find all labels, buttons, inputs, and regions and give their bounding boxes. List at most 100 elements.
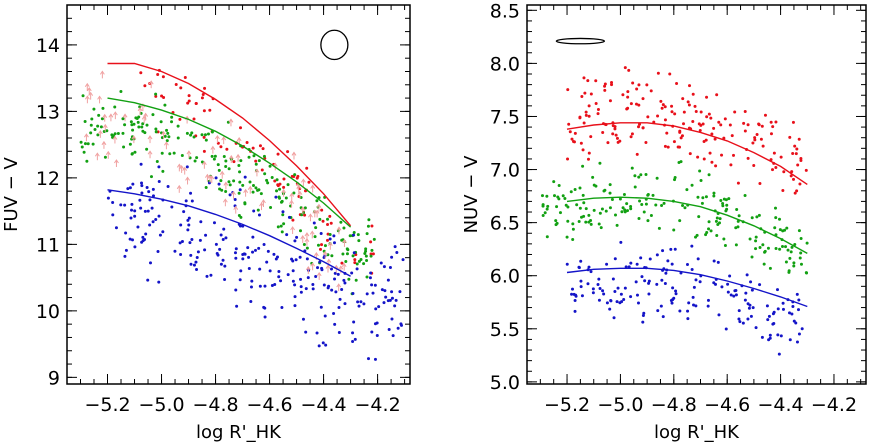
data-point <box>328 214 332 218</box>
data-point <box>760 335 764 339</box>
data-point <box>732 153 736 157</box>
data-point <box>160 151 164 155</box>
data-point <box>704 195 708 199</box>
data-point <box>640 202 644 206</box>
data-point <box>656 309 660 313</box>
data-point <box>351 292 355 296</box>
data-point <box>170 120 174 124</box>
data-point <box>340 287 344 291</box>
data-point <box>669 247 673 251</box>
data-point <box>282 185 286 189</box>
data-point <box>612 316 616 320</box>
data-point <box>284 196 288 200</box>
data-point <box>639 173 643 177</box>
data-point <box>635 87 639 91</box>
y-tick-label: 5.0 <box>490 372 520 394</box>
data-point <box>638 199 642 203</box>
data-point <box>604 209 608 213</box>
data-point <box>701 122 705 126</box>
data-point <box>221 258 225 262</box>
data-point <box>131 128 135 132</box>
data-point <box>209 273 213 277</box>
data-point <box>690 183 694 187</box>
data-point <box>636 301 640 305</box>
data-point <box>793 242 797 246</box>
data-point <box>315 331 319 335</box>
data-point <box>280 305 284 309</box>
data-point <box>374 307 378 311</box>
data-point <box>776 307 780 311</box>
data-point <box>86 142 90 146</box>
data-point <box>195 256 199 260</box>
data-point <box>246 246 250 250</box>
data-point <box>333 322 337 326</box>
data-point <box>129 216 133 220</box>
data-point <box>792 261 796 265</box>
data-point <box>371 291 375 295</box>
data-point <box>601 130 605 134</box>
data-point <box>131 182 135 186</box>
data-point <box>721 201 725 205</box>
y-tick-label: 14 <box>36 35 60 57</box>
data-point <box>225 147 229 151</box>
data-point <box>594 101 598 105</box>
data-point <box>642 210 646 214</box>
data-point <box>146 278 150 282</box>
data-point <box>722 237 726 241</box>
data-point <box>124 231 128 235</box>
y-tick-label: 11 <box>36 234 60 256</box>
data-point <box>388 298 392 302</box>
upper-limit-marker <box>176 163 182 172</box>
data-point <box>673 175 677 179</box>
data-point <box>597 277 601 281</box>
data-point <box>705 231 709 235</box>
data-point <box>597 222 601 226</box>
data-point <box>728 123 732 127</box>
data-point <box>278 187 282 191</box>
data-point <box>268 269 272 273</box>
data-point <box>737 214 741 218</box>
data-point <box>277 275 281 279</box>
data-point <box>187 99 191 103</box>
data-point <box>545 207 549 211</box>
data-point <box>218 187 222 191</box>
data-point <box>591 287 595 291</box>
data-point <box>564 203 568 207</box>
data-point <box>571 222 575 226</box>
data-point <box>655 253 659 257</box>
data-point <box>776 333 780 337</box>
data-point <box>584 113 588 117</box>
data-point <box>579 279 583 283</box>
data-point <box>778 217 782 221</box>
data-point <box>366 357 370 361</box>
data-point <box>190 238 194 242</box>
data-point <box>325 238 329 242</box>
data-point <box>203 133 207 137</box>
data-point <box>592 208 596 212</box>
error-ellipse <box>555 37 606 45</box>
data-point <box>265 178 269 182</box>
data-point <box>106 196 110 200</box>
data-point <box>705 115 709 119</box>
data-point <box>179 86 183 90</box>
data-point <box>192 263 196 267</box>
data-point <box>573 309 577 313</box>
data-point <box>673 112 677 116</box>
data-point <box>238 170 242 174</box>
data-point <box>661 103 665 107</box>
data-point <box>356 233 360 237</box>
upper-limit-marker <box>137 107 143 115</box>
upper-limit-marker <box>84 95 90 104</box>
data-point <box>202 149 206 153</box>
upper-limit-marker <box>297 190 303 199</box>
data-point <box>589 222 593 226</box>
data-point <box>626 106 630 110</box>
data-point <box>290 174 294 178</box>
data-point <box>597 298 601 302</box>
data-point <box>693 104 697 108</box>
data-point <box>587 104 591 108</box>
data-point <box>373 283 377 287</box>
data-point <box>85 159 89 163</box>
data-point <box>749 280 753 284</box>
data-point <box>319 232 323 236</box>
